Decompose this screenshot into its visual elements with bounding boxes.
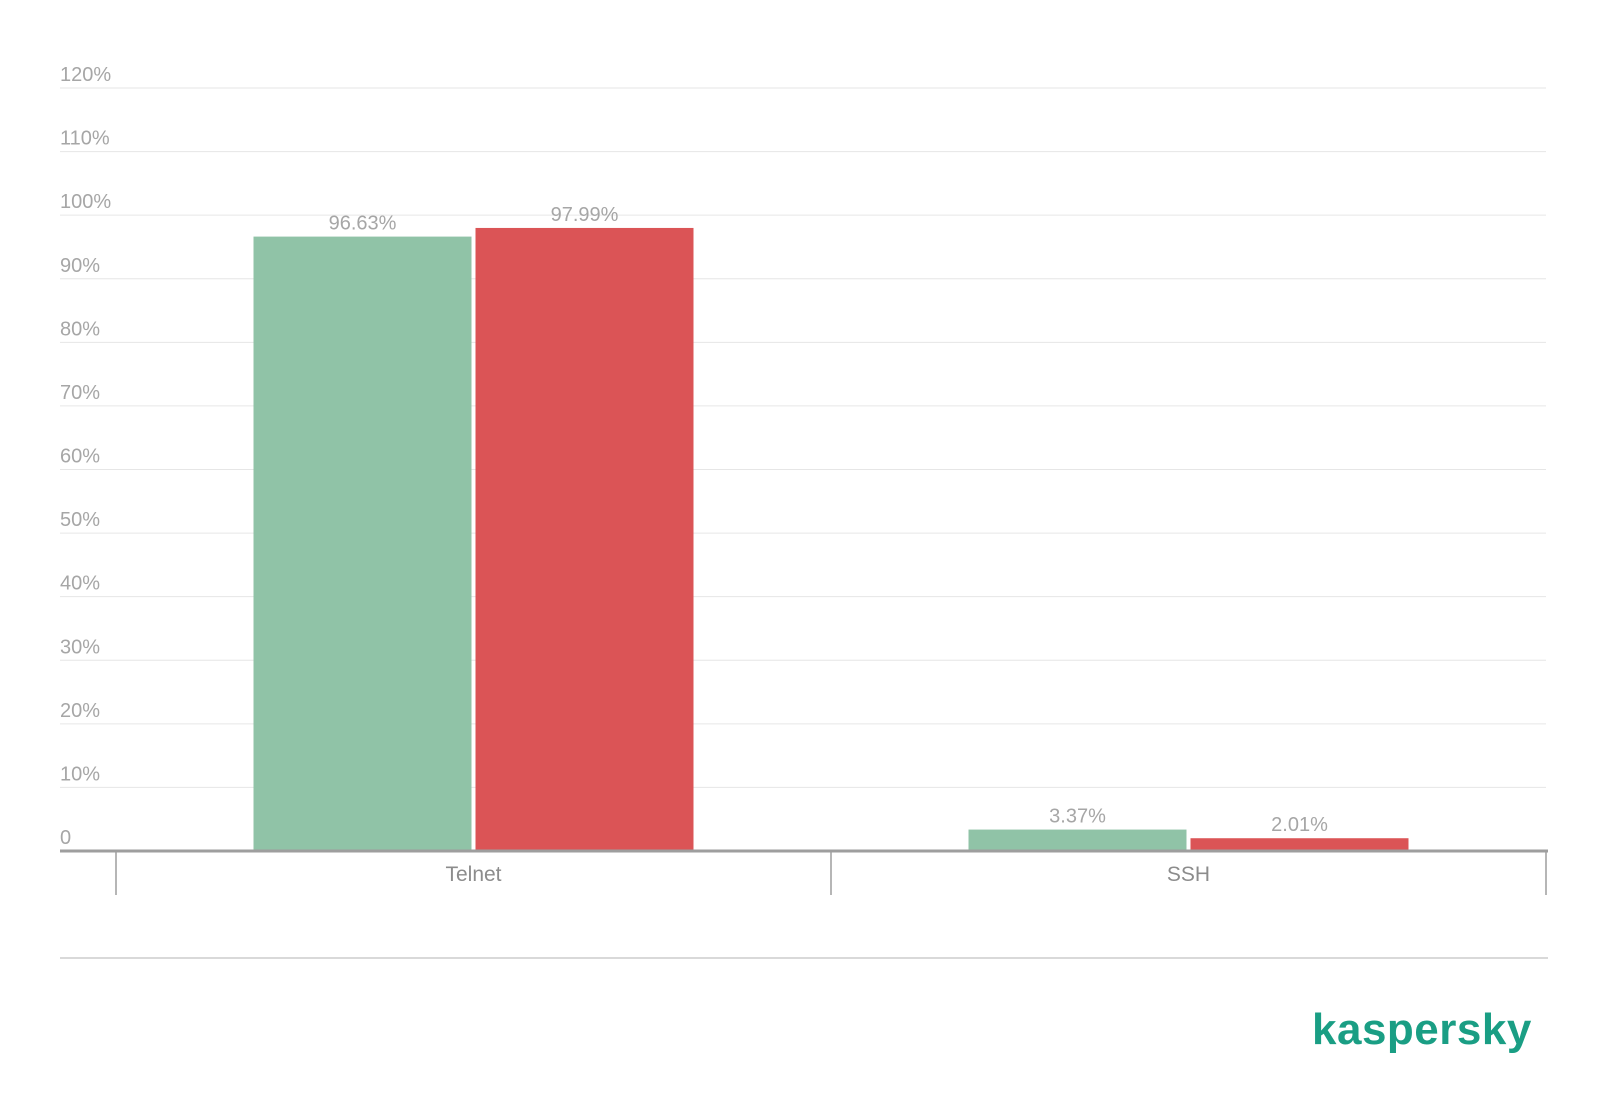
y-tick-label: 10% xyxy=(60,763,100,785)
y-tick-label: 70% xyxy=(60,382,100,404)
y-tick-label: 120% xyxy=(60,64,111,86)
x-axis: Telnet SSH xyxy=(60,849,1548,895)
bars xyxy=(253,227,1409,852)
bar-value-label: 96.63% xyxy=(329,213,397,235)
y-tick-label: 20% xyxy=(60,700,100,722)
x-category-label: SSH xyxy=(1167,863,1210,886)
y-tick-label: 100% xyxy=(60,191,111,213)
y-tick-label: 0 xyxy=(60,827,71,849)
bar-value-label: 3.37% xyxy=(1049,806,1106,828)
y-tick-label: 90% xyxy=(60,255,100,277)
y-tick-label: 30% xyxy=(60,636,100,658)
bar xyxy=(253,236,472,852)
bar xyxy=(475,227,694,852)
data-labels: 96.63% 97.99% 3.37% 2.01% xyxy=(329,204,1328,836)
bar xyxy=(1190,838,1409,851)
x-category-label: Telnet xyxy=(445,863,501,886)
y-tick-label: 60% xyxy=(60,446,100,468)
kaspersky-logo: kaspersky xyxy=(1312,1005,1532,1054)
y-tick-label: 110% xyxy=(60,128,110,150)
y-tick-label: 80% xyxy=(60,318,100,340)
bar-value-label: 97.99% xyxy=(551,204,619,226)
y-tick-label: 50% xyxy=(60,509,100,531)
y-axis-ticks: 0 10% 20% 30% 40% 50% 60% 70% 80% 90% 100% 110% 120% xyxy=(60,64,111,849)
bar-value-label: 2.01% xyxy=(1271,814,1328,836)
bar xyxy=(968,829,1187,851)
y-tick-label: 40% xyxy=(60,573,100,595)
